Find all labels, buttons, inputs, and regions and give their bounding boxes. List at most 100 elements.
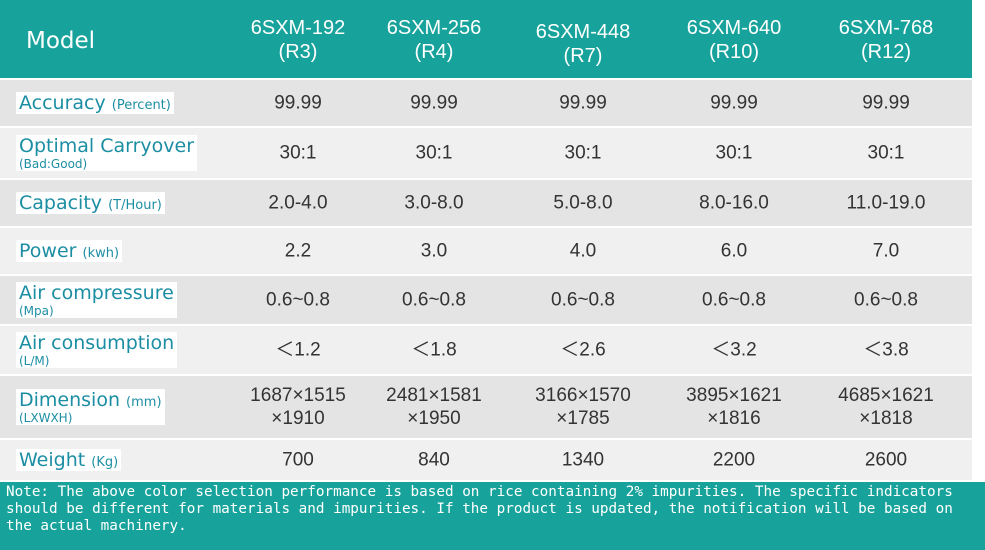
table-cell: 30:1 [564,142,602,164]
table-cell: 0.6~0.8 [402,289,466,311]
table-row: Dimension (mm) (LXWXH) 1687×1515 ×1910 2481×… [0,376,972,438]
table-cell: 3.0 [420,240,448,262]
model-name: 6SXM-448 [535,21,631,43]
table-cell: 1687×1515 ×1910 [250,384,346,430]
table-row: Optimal Carryover (Bad:Good) 30:1 30:1 30:1 3… [0,128,972,178]
label-unit: (Kg) [91,455,119,470]
table-cell: ＜1.8 [411,339,457,361]
cell-line: ×1785 [556,408,610,429]
table-cell: 0.6~0.8 [702,289,766,311]
table-cell: 6.0 [720,240,748,262]
header-cell: 6SXM-768 (R12) [839,16,934,64]
cell-line: ×1816 [707,408,761,429]
row-label: Dimension (mm) (LXWXH) [16,389,165,425]
table-cell: 3.0-8.0 [404,192,464,214]
table-cell: 2.2 [284,240,312,262]
table-cell: 840 [418,449,450,471]
table-cell: 1340 [561,449,605,471]
label-sub: (L/M) [19,354,50,368]
model-code: (R4) [414,41,454,63]
table-cell: ＜3.2 [711,339,757,361]
table-cell: 5.0-8.0 [553,192,613,214]
table-cell: 2.0-4.0 [268,192,328,214]
table-row: Air compressure (Mpa) 0.6~0.8 0.6~0.8 0.6~0.… [0,276,972,324]
model-code: (R12) [860,41,911,63]
header-band: Model 6SXM-192 (R3) 6SXM-256 (R4) 6SXM-448 (R… [0,0,972,78]
table-cell: 3166×1570 ×1785 [535,384,631,430]
label-unit: (kwh) [82,246,120,261]
table-cell: 99.99 [410,92,458,114]
cell-line: ×1818 [859,408,913,429]
table-cell: 0.6~0.8 [551,289,615,311]
row-label: Accuracy (Percent) [16,92,174,114]
table-cell: 99.99 [862,92,910,114]
table-row: Capacity (T/Hour) 2.0-4.0 3.0-8.0 5.0-8.0 8.… [0,180,972,226]
cell-line: ×1950 [407,408,461,429]
label-unit: (Percent) [111,98,171,113]
table-cell: 30:1 [715,142,753,164]
table-cell: 3895×1621 ×1816 [686,384,782,430]
cell-line: 2481×1581 [386,385,482,406]
table-cell: 30:1 [867,142,905,164]
label-text: Capacity [19,192,103,214]
header-cell: 6SXM-448 (R7) [536,20,631,68]
note: Note: The above color selection performa… [0,482,985,550]
cell-line: ×1910 [271,408,325,429]
table-cell: 4685×1621 ×1818 [838,384,934,430]
label-text: Weight [19,449,86,471]
cell-line: 3166×1570 [535,385,631,406]
table-row: Air consumption (L/M) ＜1.2 ＜1.8 ＜2.6 ＜3.2 ＜3.8 [0,326,972,374]
row-label: Air consumption (L/M) [16,332,178,368]
label-text: Power [19,240,77,262]
model-name: 6SXM-256 [386,17,482,39]
table-cell: 4.0 [569,240,597,262]
cell-line: 3895×1621 [686,385,782,406]
label-unit: (T/Hour) [108,198,162,213]
cell-line: 1687×1515 [250,385,346,406]
table-cell: 2600 [864,449,908,471]
cell-line: 4685×1621 [838,385,934,406]
label-text: Accuracy [19,92,106,114]
model-code: (R3) [278,41,318,63]
table-cell: ＜3.8 [863,339,909,361]
table-cell: ＜2.6 [560,339,606,361]
model-name: 6SXM-192 [250,17,346,39]
table-cell: 99.99 [274,92,322,114]
label-text: Optimal Carryover [19,135,195,157]
model-code: (R7) [563,45,603,67]
row-label: Air compressure (Mpa) [16,282,177,318]
table-cell: 7.0 [872,240,900,262]
table-row: Accuracy (Percent) 99.99 99.99 99.99 99.99 99… [0,80,972,126]
row-label: Optimal Carryover (Bad:Good) [16,135,198,171]
table-cell: 99.99 [559,92,607,114]
label-sub: (Mpa) [19,304,54,318]
header-cell: 6SXM-256 (R4) [387,16,482,64]
table-row: Power (kwh) 2.2 3.0 4.0 6.0 7.0 [0,228,972,274]
row-label: Weight (Kg) [16,449,122,471]
table-cell: 0.6~0.8 [854,289,918,311]
header-cell: 6SXM-640 (R10) [687,16,782,64]
table-cell: 0.6~0.8 [266,289,330,311]
label-text: Air compressure [19,282,174,304]
table-cell: 99.99 [710,92,758,114]
label-sub: (LXWXH) [19,411,73,425]
table-cell: 8.0-16.0 [699,192,769,214]
row-label: Capacity (T/Hour) [16,192,165,214]
header-cell: 6SXM-192 (R3) [251,16,346,64]
label-text: Air consumption [19,332,175,354]
table-cell: 11.0-19.0 [846,192,926,214]
label-unit: (mm) [126,395,162,410]
model-code: (R10) [708,41,759,63]
table-cell: 30:1 [279,142,317,164]
row-label: Power (kwh) [16,240,123,262]
model-name: 6SXM-640 [686,17,782,39]
table-cell: 2200 [712,449,756,471]
table-cell: 30:1 [415,142,453,164]
model-name: 6SXM-768 [838,17,934,39]
header-label: Model [26,28,96,54]
table-cell: ＜1.2 [275,339,321,361]
label-sub: (Bad:Good) [19,157,88,171]
label-text: Dimension [19,389,120,411]
table-cell: 700 [282,449,314,471]
